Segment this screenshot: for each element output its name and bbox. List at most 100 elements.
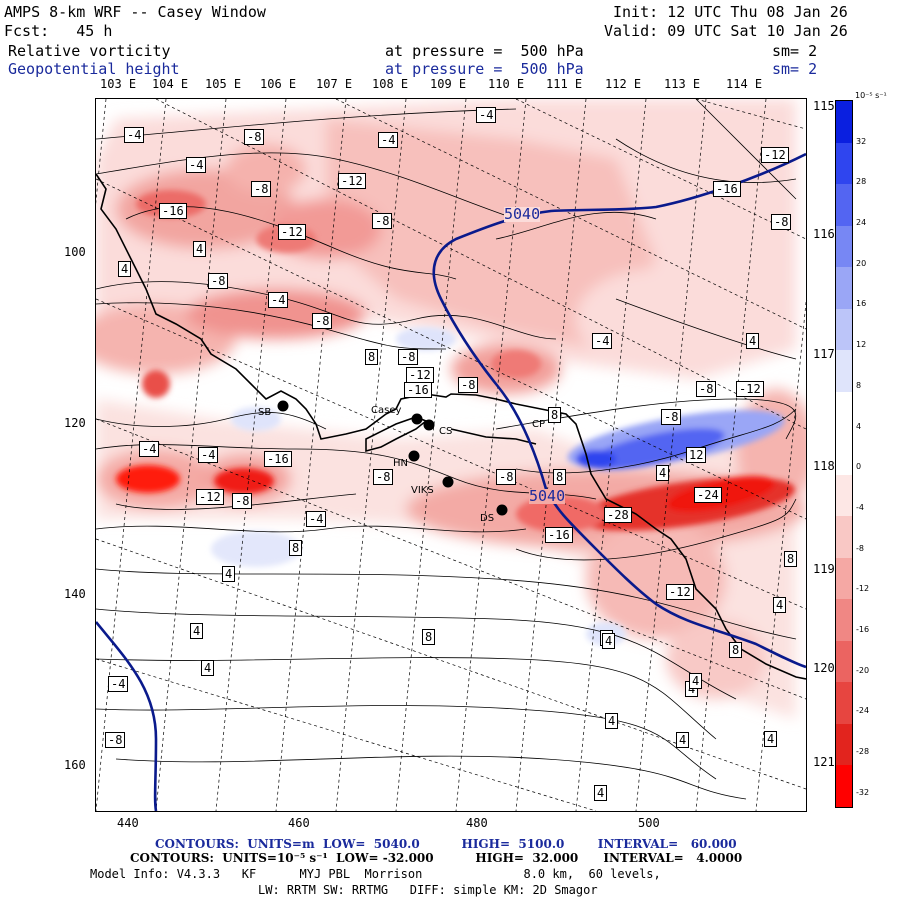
lon-top-label: 109 E [430, 77, 467, 91]
contour-value-label: -4 [108, 676, 129, 692]
station-label-cp: CP [532, 419, 546, 430]
contour-value-label: -4 [592, 333, 613, 349]
init-time: Init: 12 UTC Thu 08 Jan 26 [613, 3, 848, 21]
lon-top-label: 110 E [488, 77, 525, 91]
footer-height-contours: CONTOURS: UNITS=m LOW= 5040.0 HIGH= 5100… [155, 837, 737, 851]
contour-value-label: -16 [404, 382, 432, 398]
contour-value-label: -8 [208, 273, 229, 289]
colorbar-swatch [836, 350, 852, 393]
contour-value-label: 4 [201, 660, 215, 676]
y-tick-120: 120 [64, 416, 86, 430]
colorbar-swatch [836, 101, 852, 144]
lon-top-label: 104 E [152, 77, 189, 91]
map-plot-area: -4 -8 -4 -4 -4 -8 -12 -12 -16 -16 -8 -8 -12 4 4 -8 -4 -12… [95, 98, 807, 812]
contour-value-label: -8 [244, 129, 265, 145]
contour-value-label: 4 [605, 713, 619, 729]
lon-top-label: 105 E [205, 77, 242, 91]
contour-value-label: 8 [365, 349, 379, 365]
contour-value-label: 4 [222, 566, 236, 582]
contour-value-label: -12 [196, 489, 224, 505]
contour-value-label: 4 [764, 731, 778, 747]
contour-value-label: -16 [264, 451, 292, 467]
lon-top-label: 107 E [316, 77, 353, 91]
colorbar-swatch [836, 599, 852, 642]
lon-top-label: 103 E [100, 77, 137, 91]
contour-value-label: -16 [545, 527, 573, 543]
colorbar-tick-label: -32 [856, 787, 870, 797]
station-label-casey: Casey [371, 405, 402, 416]
lon-top-label: 108 E [372, 77, 409, 91]
colorbar-swatch [836, 308, 852, 351]
contour-value-label: 4 [656, 465, 670, 481]
contour-value-label: 4 [594, 785, 608, 801]
contour-value-label: -4 [186, 157, 207, 173]
colorbar-tick-label: 28 [856, 177, 867, 187]
height-label-5040-south: 5040 [529, 487, 566, 505]
station-label-viks: VIKS [411, 485, 434, 496]
contour-value-label: 4 [676, 732, 690, 748]
contour-value-label: 4 [689, 673, 703, 689]
field1-smoothing: sm= 2 [772, 42, 818, 60]
contour-value-label: -8 [458, 377, 479, 393]
contour-value-label: -8 [105, 732, 126, 748]
contour-value-label: -4 [139, 441, 160, 457]
contour-value-label: -12 [736, 381, 764, 397]
contour-value-label: -8 [373, 469, 394, 485]
contour-value-label: -4 [306, 511, 327, 527]
contour-value-label: 4 [118, 261, 132, 277]
lon-top-label: 113 E [664, 77, 701, 91]
colorbar-swatch [836, 267, 852, 310]
contour-value-label: -4 [124, 127, 145, 143]
colorbar-tick-label: -8 [856, 543, 864, 553]
contour-value-label: -4 [198, 447, 219, 463]
contour-value-label: 4 [602, 633, 616, 649]
x-tick-500: 500 [638, 816, 660, 830]
footer-model-info: Model Info: V4.3.3 KF MYJ PBL Morrison 8… [90, 867, 661, 881]
contour-value-label: 4 [193, 241, 207, 257]
colorbar-swatch [836, 723, 852, 766]
height-label-5040-north: 5040 [504, 205, 541, 223]
colorbar-swatch [836, 225, 852, 268]
map-title: AMPS 8-km WRF -- Casey Window [4, 3, 266, 21]
colorbar-swatch [836, 557, 852, 600]
colorbar-tick-label: 24 [856, 218, 867, 228]
contour-value-label: -4 [476, 107, 497, 123]
colorbar-swatch [836, 391, 852, 434]
contour-value-label: -16 [713, 181, 741, 197]
contour-value-label: -12 [666, 584, 694, 600]
x-tick-480: 480 [466, 816, 488, 830]
y-tick-160: 160 [64, 758, 86, 772]
contour-value-label: 4 [746, 333, 760, 349]
contour-value-label: 8 [729, 642, 743, 658]
field2-smoothing: sm= 2 [772, 60, 818, 78]
colorbar-units: 10⁻⁵ s⁻¹ [855, 91, 887, 100]
contour-value-label: -8 [232, 493, 253, 509]
colorbar-tick-label: -28 [856, 747, 870, 757]
colorbar-tick-label: 8 [856, 380, 862, 390]
field1-name: Relative vorticity [8, 42, 171, 60]
contour-value-label: -8 [398, 349, 419, 365]
station-label-sb: SB [258, 407, 272, 418]
lon-top-label: 111 E [546, 77, 583, 91]
contour-value-label: 4 [773, 597, 787, 613]
contour-value-label: 12 [686, 447, 707, 463]
footer-physics-info: LW: RRTM SW: RRTMG DIFF: simple KM: 2D S… [258, 883, 598, 897]
contour-value-label: -4 [268, 292, 289, 308]
contour-value-label: -8 [661, 409, 682, 425]
station-label-ds: DS [480, 513, 495, 524]
contour-value-label: -8 [496, 469, 517, 485]
lon-top-label: 114 E [726, 77, 763, 91]
colorbar-tick-label: 4 [856, 421, 862, 431]
latlon-grid [96, 99, 806, 811]
contour-value-label: -8 [372, 213, 393, 229]
colorbar-tick-label: 12 [856, 340, 867, 350]
colorbar-tick-label: -16 [856, 625, 870, 635]
x-tick-460: 460 [288, 816, 310, 830]
contour-value-label: -28 [604, 507, 632, 523]
x-tick-440: 440 [117, 816, 139, 830]
lon-top-label: 112 E [605, 77, 642, 91]
lon-top-label: 106 E [260, 77, 297, 91]
field1-level: at pressure = 500 hPa [385, 42, 584, 60]
contour-value-label: -8 [251, 181, 272, 197]
colorbar-tick-label: 20 [856, 258, 867, 268]
